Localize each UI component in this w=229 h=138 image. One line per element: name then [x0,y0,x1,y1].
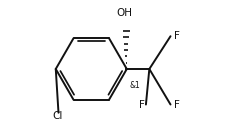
Text: F: F [139,99,145,110]
Text: F: F [174,99,179,110]
Text: Cl: Cl [52,111,63,121]
Text: OH: OH [117,8,133,18]
Text: &1: &1 [130,81,140,90]
Text: F: F [174,31,179,41]
